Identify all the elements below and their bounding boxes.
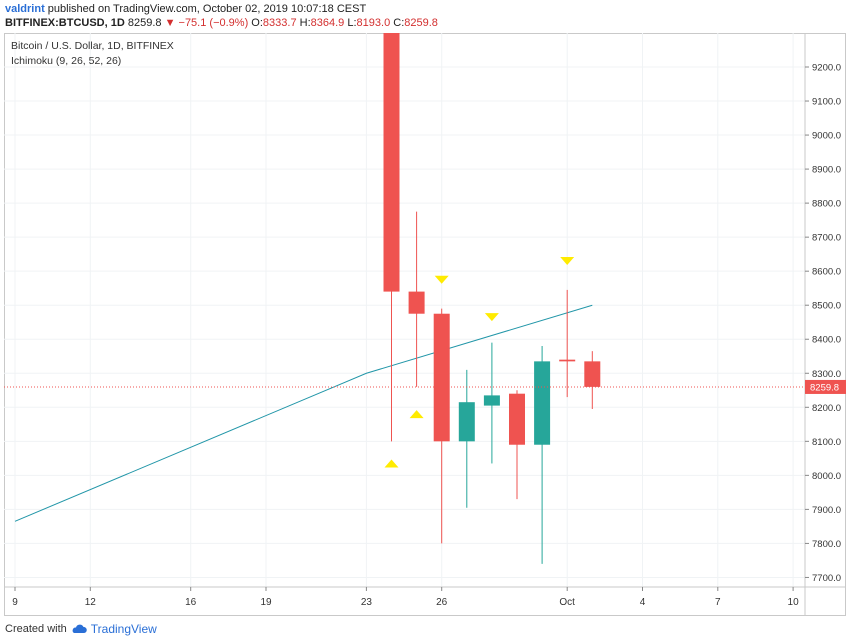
last-price-line: 8259.8	[4, 379, 846, 394]
author-link[interactable]: valdrint	[5, 3, 45, 15]
close-label: C:	[393, 17, 405, 29]
open-label: O:	[251, 17, 263, 29]
down-arrow-marker	[560, 256, 575, 265]
footer: Created with TradingView	[5, 622, 157, 636]
price-tick-label: 8900.0	[812, 165, 841, 176]
price-tick-label: 8400.0	[812, 335, 841, 346]
candle-body	[383, 33, 400, 292]
price-tick-label: 8800.0	[812, 199, 841, 210]
time-tick-label: 10	[788, 597, 800, 608]
publish-header: valdrint published on TradingView.com, O…	[5, 3, 366, 15]
down-arrow-marker	[434, 275, 449, 284]
price-axis[interactable]: 7700.0 7800.0 7900.0 8000.0 8100.0 8200.0 8300…	[805, 63, 841, 584]
last-price-tag-label: 8259.8	[810, 382, 839, 393]
price-tick-label: 8200.0	[812, 403, 841, 414]
publish-info: published on TradingView.com, October 02…	[47, 3, 367, 15]
time-tick-label: 16	[185, 597, 197, 608]
ichimoku-series-line	[14, 304, 593, 522]
chart-title: Bitcoin / U.S. Dollar, 1D, BITFINEX	[11, 40, 174, 52]
price-tick-label: 9200.0	[812, 63, 841, 74]
price-tick-label: 7900.0	[812, 505, 841, 516]
price-tick-label: 8600.0	[812, 267, 841, 278]
candle-body	[483, 395, 500, 406]
candle-body	[458, 402, 475, 442]
high-label: H:	[299, 17, 311, 29]
price-tick-label: 7700.0	[812, 573, 841, 584]
close-value: 8259.8	[404, 17, 438, 29]
high-value: 8364.9	[310, 17, 345, 29]
last-price: 8259.8	[127, 17, 162, 29]
ichimoku-line	[14, 304, 593, 522]
signal-markers	[384, 256, 575, 468]
candles	[383, 33, 601, 564]
price-change: −75.1 (−0.9%)	[178, 17, 249, 29]
price-tick-label: 7800.0	[812, 539, 841, 550]
price-tick-label: 8100.0	[812, 437, 841, 448]
up-arrow-marker	[384, 459, 399, 468]
time-tick-label: 12	[85, 597, 97, 608]
price-tick-label: 8500.0	[812, 301, 841, 312]
tradingview-cloud-icon	[72, 624, 87, 633]
down-arrow-marker	[484, 313, 499, 322]
candle-body	[509, 393, 525, 445]
grid	[4, 33, 805, 587]
change-arrow: ▼	[164, 17, 176, 29]
time-tick-label: 26	[436, 597, 448, 608]
price-tick-label: 9000.0	[812, 131, 841, 142]
up-arrow-marker	[409, 410, 424, 419]
candle-body	[433, 313, 450, 442]
price-tick-label: 8300.0	[812, 369, 841, 380]
chart-frame[interactable]: 7700.0 7800.0 7900.0 8000.0 8100.0 8200.0 8300…	[4, 33, 846, 616]
open-value: 8333.7	[262, 17, 297, 29]
symbol-header: BITFINEX:BTCUSD, 1D 8259.8 ▼ −75.1 (−0.9…	[5, 17, 438, 29]
price-tick-label: 8700.0	[812, 233, 841, 244]
price-tick-label: 9100.0	[812, 97, 841, 108]
low-value: 8193.0	[356, 17, 391, 29]
time-tick-label: 23	[361, 597, 373, 608]
time-tick-label: Oct	[559, 597, 575, 608]
created-with-label: Created with	[5, 623, 67, 635]
time-tick-label: 7	[715, 597, 721, 608]
price-tick-label: 8000.0	[812, 471, 841, 482]
last-price-tag	[805, 379, 846, 394]
time-tick-label: 4	[640, 597, 646, 608]
indicator-label[interactable]: Ichimoku (9, 26, 52, 26)	[11, 55, 121, 67]
candle-body	[534, 361, 551, 445]
chart-border	[4, 33, 846, 616]
price-chart[interactable]: 7700.0 7800.0 7900.0 8000.0 8100.0 8200.0 8300…	[4, 33, 846, 616]
time-tick-label: 19	[260, 597, 272, 608]
tradingview-brand[interactable]: TradingView	[90, 622, 157, 636]
time-axis[interactable]: 9 12 16 19 23 26 Oct 4 7 10	[12, 587, 799, 608]
candle-body	[559, 359, 576, 362]
time-tick-label: 9	[12, 597, 18, 608]
low-label: L:	[347, 17, 357, 29]
candle-body	[584, 361, 601, 387]
candle-body	[408, 291, 425, 314]
symbol-label: BITFINEX:BTCUSD, 1D	[5, 17, 125, 29]
